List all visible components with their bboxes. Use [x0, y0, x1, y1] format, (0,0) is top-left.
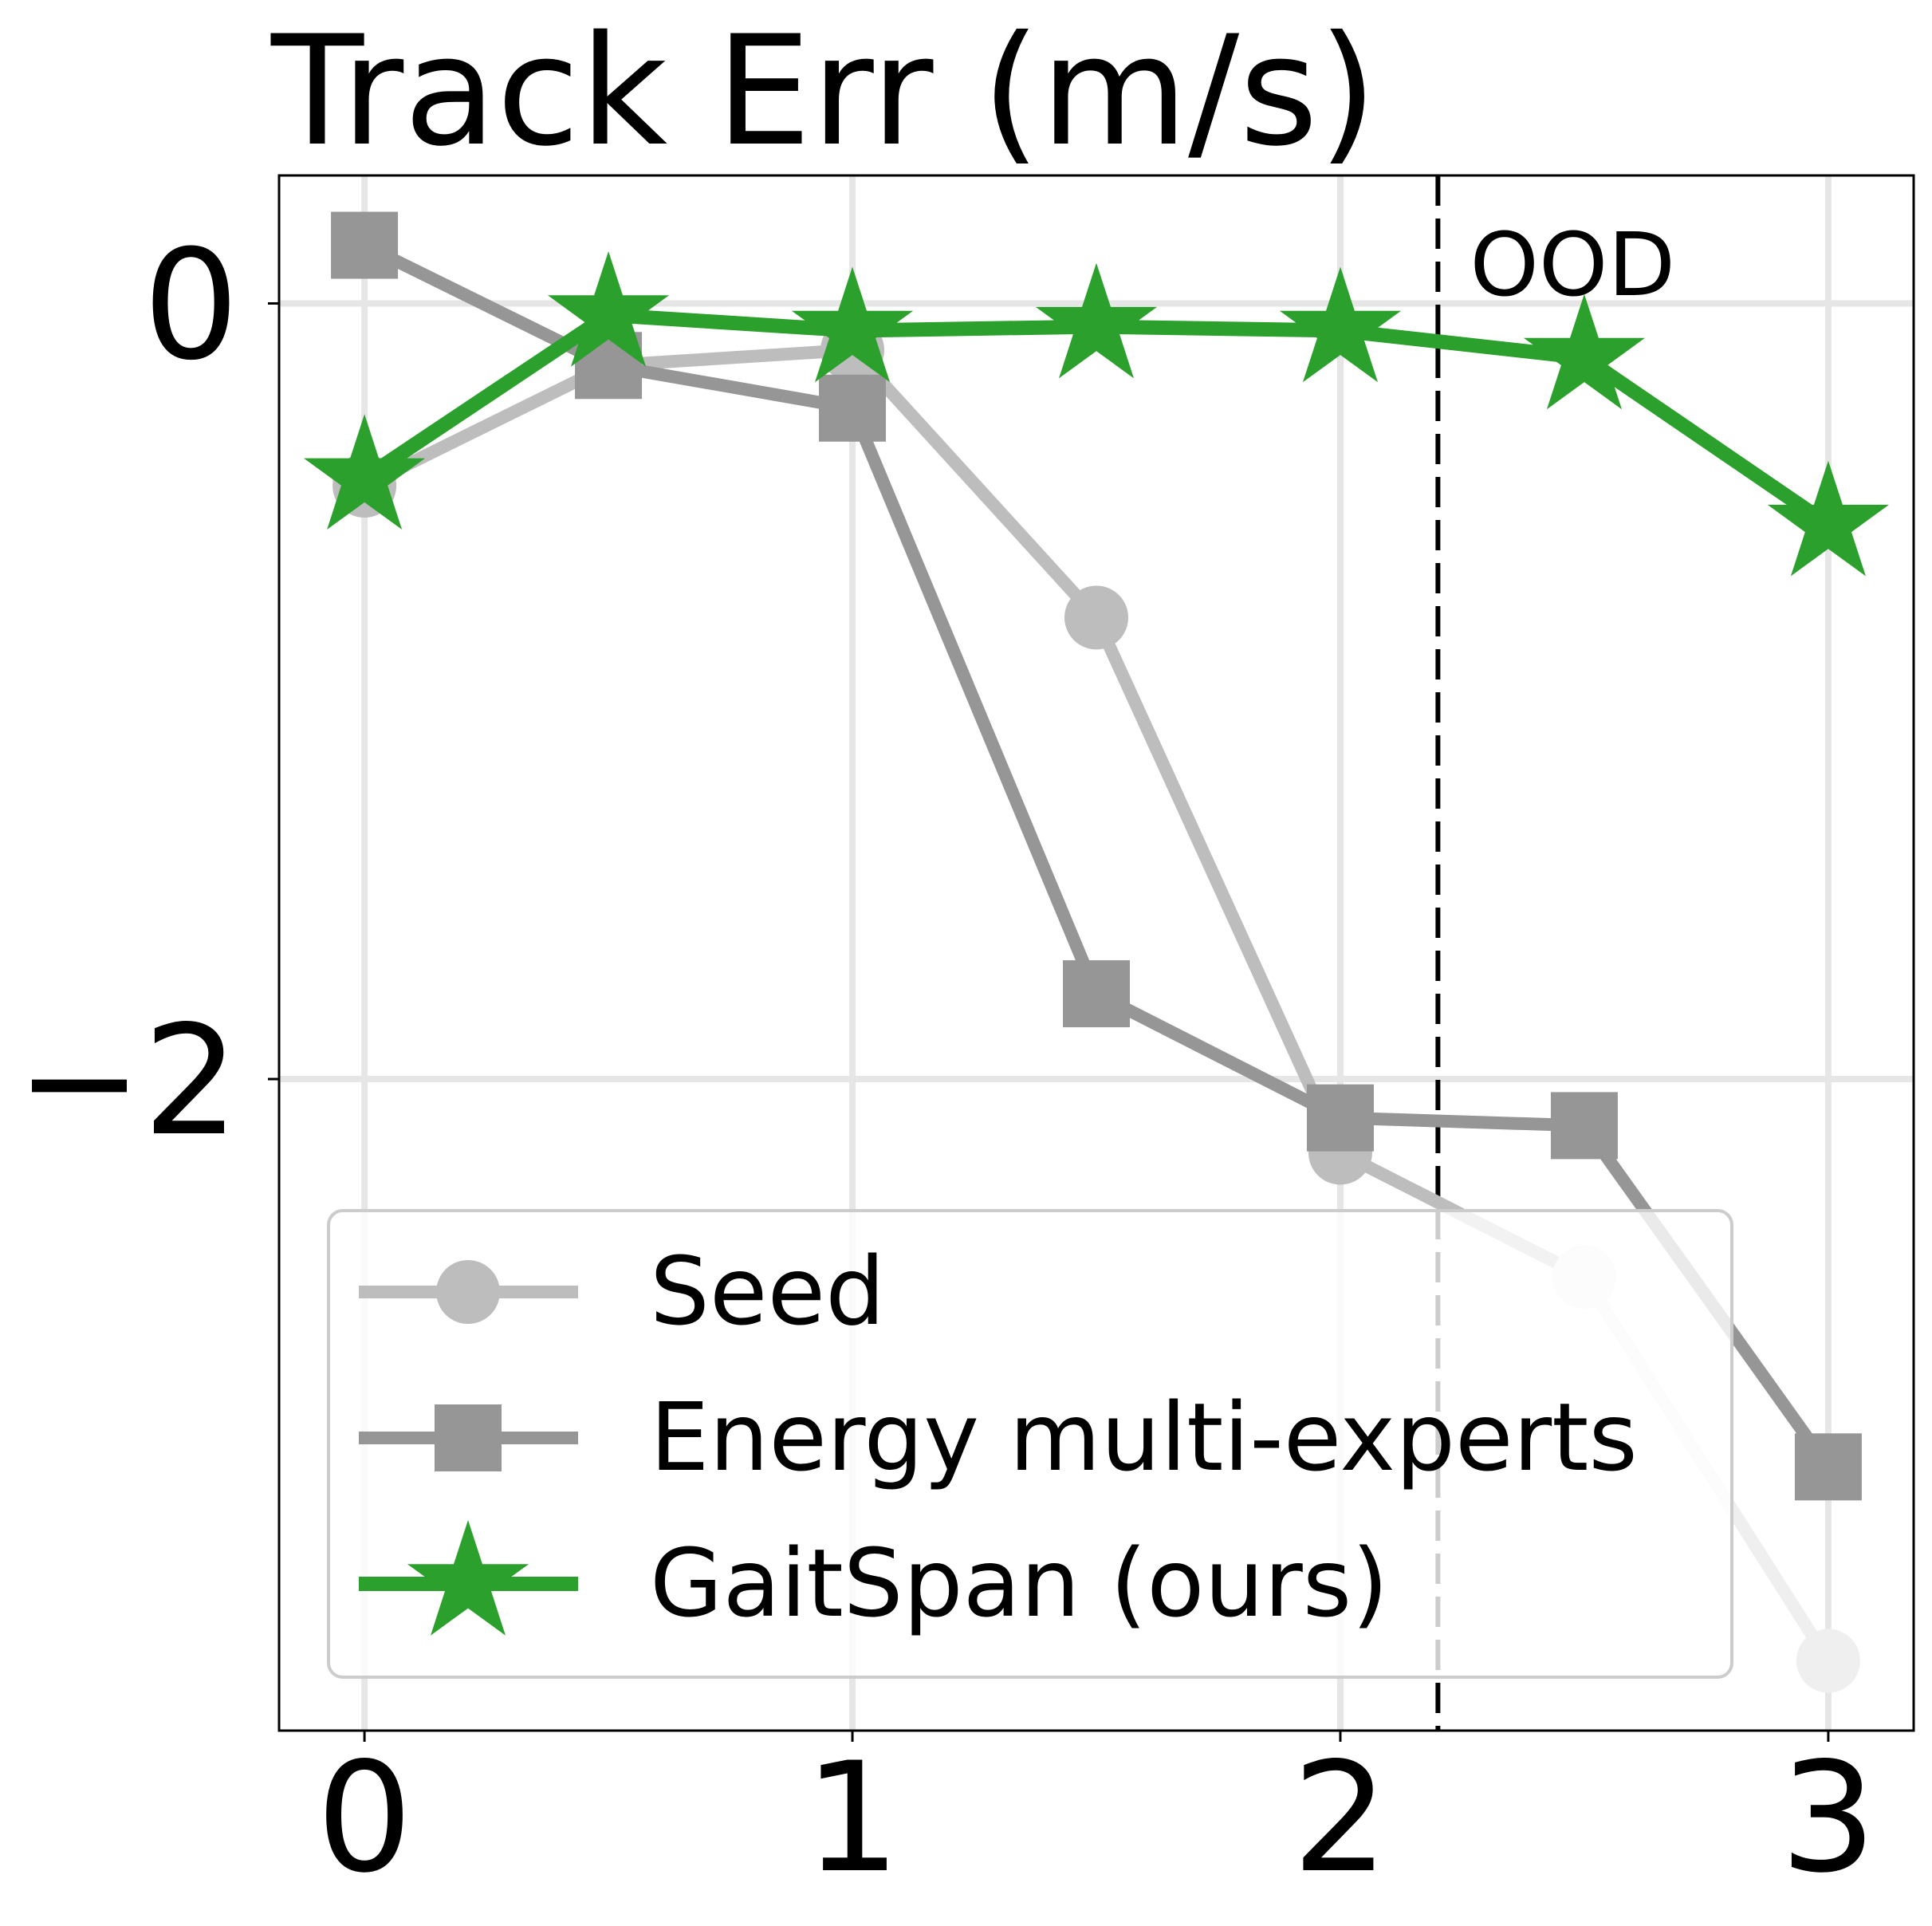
star-marker	[1035, 262, 1158, 379]
square-marker	[331, 211, 399, 279]
x-tick-label: 1	[805, 1730, 901, 1906]
square-legend-marker	[435, 1404, 502, 1471]
series-line-segment	[1090, 987, 1347, 1124]
axis-ticks: 0 1 2 3 0 −2	[16, 217, 1876, 1906]
series-line-segment	[602, 343, 860, 372]
series-line-segment	[1332, 323, 1592, 365]
series-line-segment	[602, 359, 860, 415]
y-tick-label: −2	[16, 993, 239, 1169]
series-line-segment	[846, 343, 1103, 624]
series-line-segment	[357, 308, 616, 486]
series-line-segment	[1089, 319, 1348, 338]
star-legend-marker	[407, 1520, 529, 1636]
x-tick-label: 3	[1780, 1730, 1876, 1906]
plot-frame	[277, 174, 1915, 1732]
square-marker	[1550, 1092, 1618, 1160]
square-marker	[819, 374, 887, 442]
x-tick-label: 2	[1293, 1730, 1389, 1906]
series-line-segment	[846, 401, 1103, 1001]
chart-title: Track Err (m/s)	[270, 3, 1377, 179]
square-marker	[1063, 960, 1130, 1028]
square-marker	[1794, 1433, 1862, 1501]
square-marker	[1306, 1084, 1374, 1152]
legend: Seed Energy multi-experts GaitSpan (ours)	[327, 1209, 1733, 1679]
legend-label: Energy multi-experts	[650, 1382, 1638, 1492]
star-marker	[1279, 266, 1402, 383]
ood-annotation: OOD	[1470, 214, 1675, 316]
y-tick-label: 0	[143, 217, 239, 393]
legend-label: GaitSpan (ours)	[650, 1528, 1388, 1638]
circle-marker	[1796, 1629, 1860, 1693]
legend-label: Seed	[650, 1236, 885, 1346]
circle-marker	[1064, 585, 1128, 650]
series-line-segment	[1576, 350, 1836, 532]
star-marker	[791, 266, 914, 383]
series-2	[304, 251, 1889, 577]
star-marker	[548, 251, 670, 367]
series-line-segment	[601, 308, 860, 338]
star-marker	[1767, 460, 1889, 577]
star-marker	[304, 414, 426, 530]
series-line-segment	[1090, 611, 1347, 1160]
legend-box	[327, 1209, 1733, 1679]
x-tick-label: 0	[317, 1730, 413, 1906]
circle-legend-marker	[436, 1260, 500, 1324]
star-marker	[1523, 293, 1645, 410]
series-line-segment	[845, 319, 1104, 338]
series-line-segment	[1333, 1111, 1591, 1132]
